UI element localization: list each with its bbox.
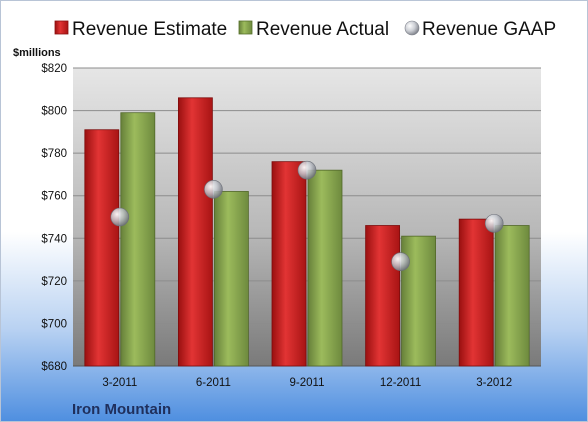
actual-bar [213,191,249,367]
actual-bar [494,225,530,367]
y-tick-label: $740 [41,233,67,245]
gaap-marker [110,207,130,227]
y-tick-label: $720 [41,276,67,288]
legend-gaap-marker [404,20,420,36]
y-tick-label: $760 [41,191,67,203]
legend: Revenue Estimate Revenue Actual Revenue … [54,19,556,40]
legend-actual-label: Revenue Actual [256,19,389,40]
legend-estimate-label: Revenue Estimate [72,19,227,40]
y-tick-label: $780 [41,148,67,160]
estimate-bar [271,161,307,367]
bars [84,97,530,367]
estimate-bar [365,225,401,367]
y-axis-ticks: $680 $700 $720 $740 $760 $780 $800 $820 [41,63,67,373]
x-tick-label: 6-2011 [196,377,231,389]
gaap-marker [484,214,504,233]
company-name: Iron Mountain [72,401,171,418]
legend-estimate-swatch [54,20,69,35]
gaap-marker [204,180,223,199]
legend-gaap-label: Revenue GAAP [422,19,556,40]
x-axis-ticks: 3-2011 6-2011 9-2011 12-2011 3-2012 [102,377,512,389]
gaap-marker [297,160,317,180]
y-axis-label: $millions [13,47,61,59]
x-tick-label: 9-2011 [290,377,325,389]
gaap-marker [391,252,410,272]
estimate-bar [458,218,494,367]
y-tick-label: $680 [41,361,67,373]
estimate-bar [177,97,213,367]
actual-bar [307,169,343,367]
y-tick-label: $800 [41,106,67,118]
actual-bar [120,112,156,367]
x-tick-label: 12-2011 [380,377,421,389]
estimate-bar [84,129,120,367]
x-tick-label: 3-2012 [476,377,512,389]
legend-actual-swatch [238,20,253,35]
gaap-markers [110,160,504,272]
y-tick-label: $820 [41,63,67,75]
x-tick-label: 3-2011 [102,377,137,389]
y-tick-label: $700 [41,318,67,330]
